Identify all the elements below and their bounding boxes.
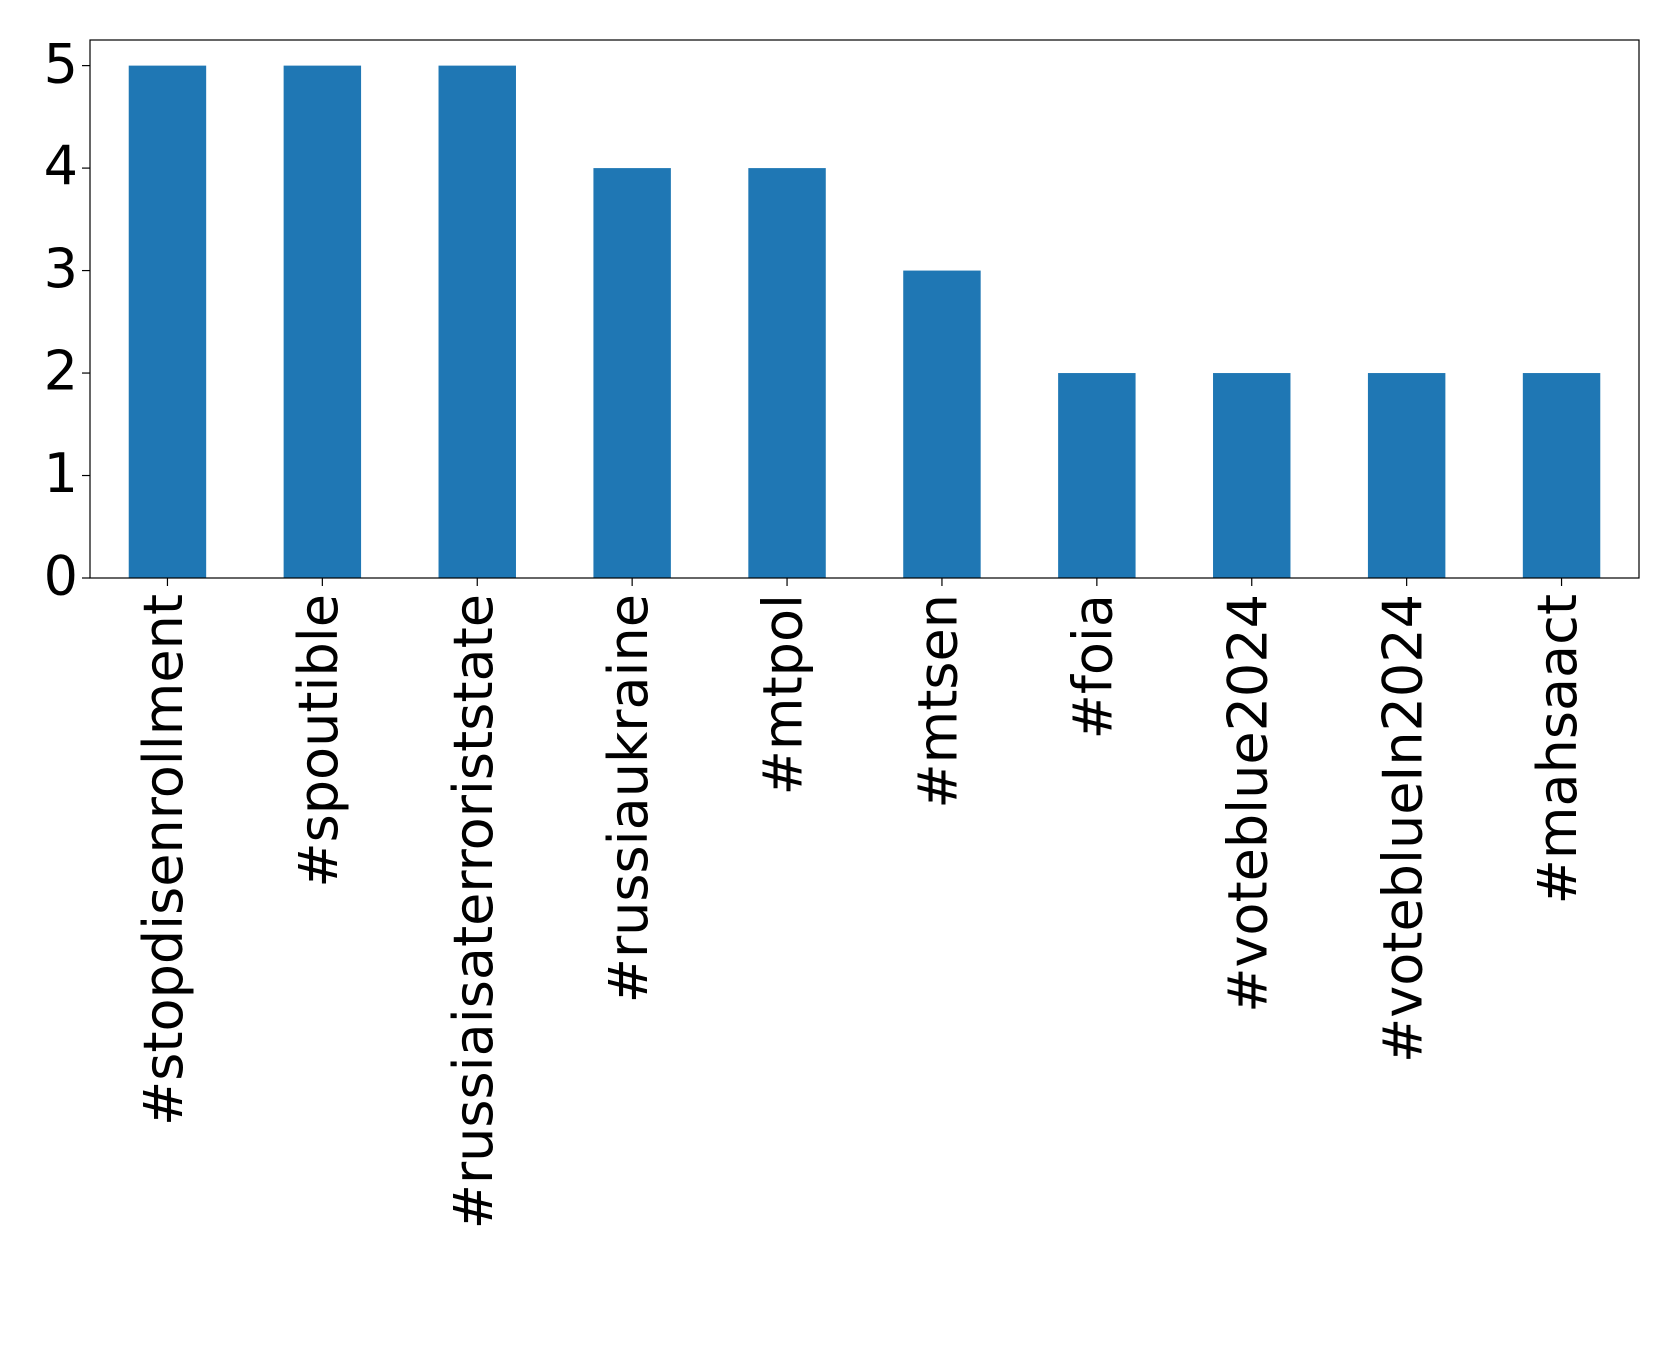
x-tick-label: #spoutible	[287, 594, 350, 888]
bar	[1367, 373, 1446, 578]
y-tick-label: 0	[44, 545, 78, 608]
x-tick-label: #russiaukraine	[597, 594, 660, 1003]
y-tick-label: 1	[44, 442, 78, 505]
y-tick-label: 2	[44, 340, 78, 403]
x-tick-label: #russiaisaterroriststate	[442, 594, 505, 1229]
bar	[748, 168, 826, 578]
y-tick-label: 5	[44, 32, 78, 95]
bar	[438, 65, 516, 579]
x-tick-label: #mtpol	[752, 594, 815, 795]
bar	[1058, 373, 1136, 578]
bar	[903, 270, 981, 578]
bar	[1213, 373, 1291, 578]
y-tick-label: 4	[44, 135, 78, 198]
bar	[593, 168, 671, 578]
bar	[128, 65, 207, 579]
x-tick-label: #foia	[1061, 594, 1124, 739]
bar	[1522, 373, 1601, 578]
x-tick-label: #voteblue2024	[1216, 594, 1279, 1013]
x-tick-label: #mtsen	[907, 594, 970, 809]
y-tick-label: 3	[44, 237, 78, 300]
x-tick-label: #mahsaact	[1526, 594, 1589, 904]
x-tick-label: #stopdisenrollment	[132, 594, 195, 1126]
bar	[283, 65, 362, 579]
x-tick-label: #voteblueIn2024	[1371, 594, 1434, 1063]
plot-frame	[89, 39, 1640, 579]
